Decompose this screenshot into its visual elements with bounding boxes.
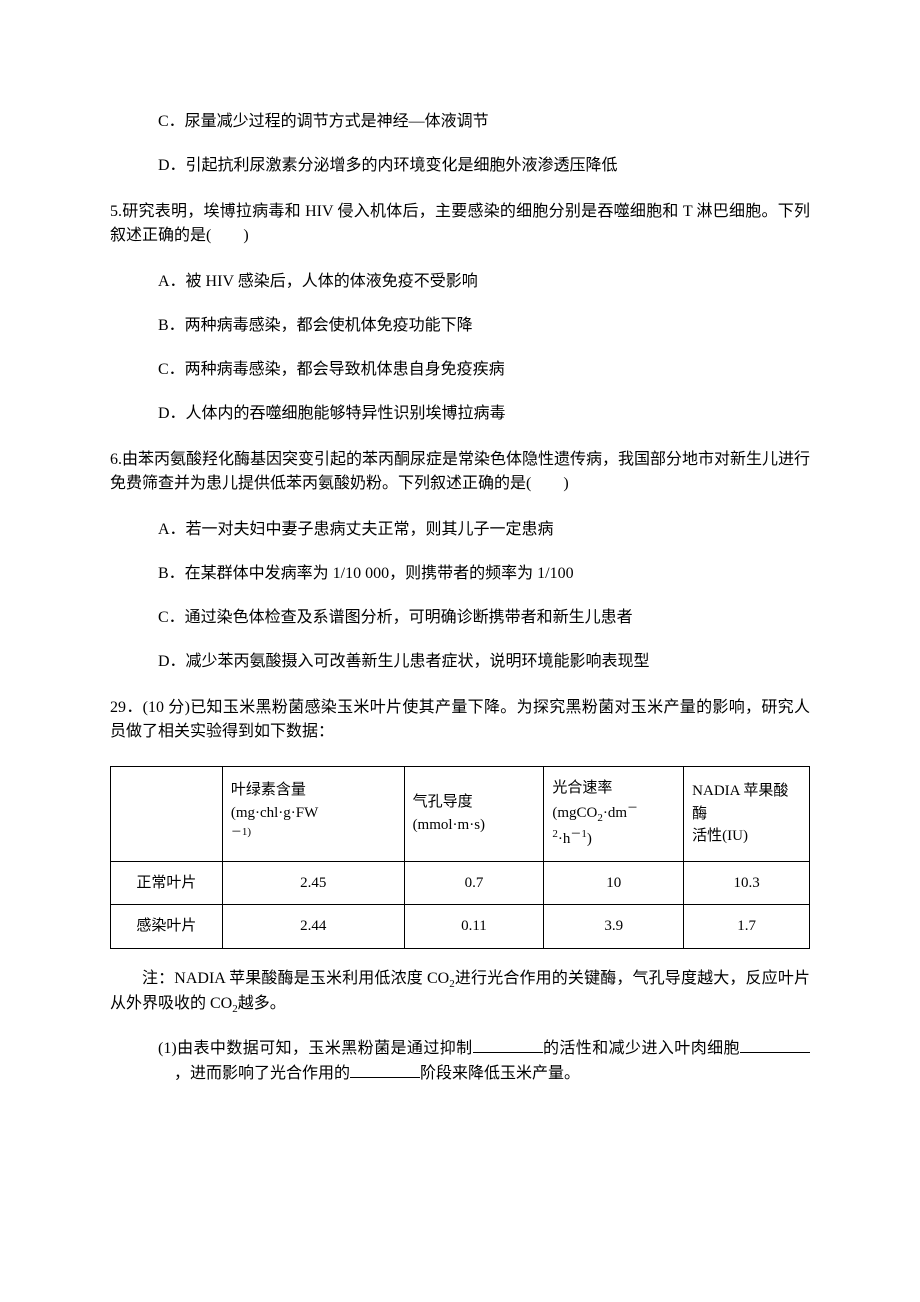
blank-2[interactable] bbox=[740, 1036, 810, 1053]
hdr-sto-l2: (mmol·m·s) bbox=[413, 817, 486, 833]
hdr-chl-l3: －1) bbox=[231, 826, 251, 838]
hdr-nad-l1: NADIA 苹果酸酶 bbox=[692, 783, 788, 822]
q5-option-d: D．人体内的吞噬细胞能够特异性识别埃博拉病毒 bbox=[158, 402, 810, 426]
q4-option-c: C．尿量减少过程的调节方式是神经—体液调节 bbox=[158, 110, 810, 134]
q5-option-b: B．两种病毒感染，都会使机体免疫功能下降 bbox=[158, 314, 810, 338]
q29-sub1: (1)由表中数据可知，玉米黑粉菌是通过抑制 的活性和减少进入叶肉细胞 ，进而影响了光… bbox=[158, 1036, 810, 1086]
hdr-chl-l1: 叶绿素含量 bbox=[231, 782, 306, 798]
hdr-sto-l1: 气孔导度 bbox=[413, 794, 473, 810]
hdr-ps-l3a: ·h bbox=[558, 831, 571, 847]
table-row: 感染叶片 2.44 0.11 3.9 1.7 bbox=[111, 905, 810, 949]
q4-option-d: D．引起抗利尿激素分泌增多的内环境变化是细胞外液渗透压降低 bbox=[158, 154, 810, 178]
hdr-blank bbox=[111, 767, 223, 862]
row0-v1: 2.45 bbox=[222, 861, 404, 905]
note-c: 越多。 bbox=[238, 995, 286, 1012]
blank-1[interactable] bbox=[473, 1036, 543, 1053]
q29-1a: (1)由表中数据可知，玉米黑粉菌是通过抑制 bbox=[158, 1040, 473, 1057]
q5-stem: 5.研究表明，埃博拉病毒和 HIV 侵入机体后，主要感染的细胞分别是吞噬细胞和 … bbox=[110, 200, 810, 248]
hdr-nad-l2: 活性(IU) bbox=[692, 828, 748, 844]
table-row: 正常叶片 2.45 0.7 10 10.3 bbox=[111, 861, 810, 905]
q29-1c: ，进而影响了光合作用的 bbox=[174, 1065, 350, 1082]
hdr-ps-l1: 光合速率 bbox=[552, 780, 612, 796]
hdr-nadia: NADIA 苹果酸酶 活性(IU) bbox=[684, 767, 810, 862]
q5-option-a: A．被 HIV 感染后，人体的体液免疫不受影响 bbox=[158, 270, 810, 294]
q6-stem: 6.由苯丙氨酸羟化酶基因突变引起的苯丙酮尿症是常染色体隐性遗传病，我国部分地市对… bbox=[110, 448, 810, 496]
q29-1d: 阶段来降低玉米产量。 bbox=[420, 1065, 580, 1082]
row1-label: 感染叶片 bbox=[111, 905, 223, 949]
q29-data-table: 叶绿素含量 (mg·chl·g·FW －1) 气孔导度 (mmol·m·s) 光… bbox=[110, 766, 810, 949]
hdr-photosynthesis: 光合速率 (mgCO2·dm－ 2·h－1) bbox=[544, 767, 684, 862]
q6-option-a: A．若一对夫妇中妻子患病丈夫正常，则其儿子一定患病 bbox=[158, 518, 810, 542]
table-header-row: 叶绿素含量 (mg·chl·g·FW －1) 气孔导度 (mmol·m·s) 光… bbox=[111, 767, 810, 862]
q29-1b: 的活性和减少进入叶肉细胞 bbox=[543, 1040, 740, 1057]
row0-v3: 10 bbox=[544, 861, 684, 905]
hdr-ps-l2a: (mgCO bbox=[552, 805, 597, 821]
hdr-ps-l3b: ) bbox=[587, 831, 592, 847]
blank-3[interactable] bbox=[350, 1061, 420, 1078]
q6-option-c: C．通过染色体检查及系谱图分析，可明确诊断携带者和新生儿患者 bbox=[158, 606, 810, 630]
note-a: 注：NADIA 苹果酸酶是玉米利用低浓度 CO bbox=[142, 970, 449, 987]
row0-v4: 10.3 bbox=[684, 861, 810, 905]
row0-label: 正常叶片 bbox=[111, 861, 223, 905]
hdr-ps-l2b: ·dm bbox=[603, 805, 627, 821]
q6-option-d: D．减少苯丙氨酸摄入可改善新生儿患者症状，说明环境能影响表现型 bbox=[158, 650, 810, 674]
row1-v3: 3.9 bbox=[544, 905, 684, 949]
hdr-chl-l2: (mg·chl·g·FW bbox=[231, 805, 318, 821]
q6-option-b: B．在某群体中发病率为 1/10 000，则携带者的频率为 1/100 bbox=[158, 562, 810, 586]
hdr-stomatal: 气孔导度 (mmol·m·s) bbox=[404, 767, 544, 862]
hdr-chlorophyll: 叶绿素含量 (mg·chl·g·FW －1) bbox=[222, 767, 404, 862]
row1-v4: 1.7 bbox=[684, 905, 810, 949]
q29-note: 注：NADIA 苹果酸酶是玉米利用低浓度 CO2进行光合作用的关键酶，气孔导度越… bbox=[110, 967, 810, 1018]
row1-v2: 0.11 bbox=[404, 905, 544, 949]
q29-stem: 29．(10 分)已知玉米黑粉菌感染玉米叶片使其产量下降。为探究黑粉菌对玉米产量… bbox=[110, 696, 810, 744]
row0-v2: 0.7 bbox=[404, 861, 544, 905]
q5-option-c: C．两种病毒感染，都会导致机体患自身免疫疾病 bbox=[158, 358, 810, 382]
row1-v1: 2.44 bbox=[222, 905, 404, 949]
